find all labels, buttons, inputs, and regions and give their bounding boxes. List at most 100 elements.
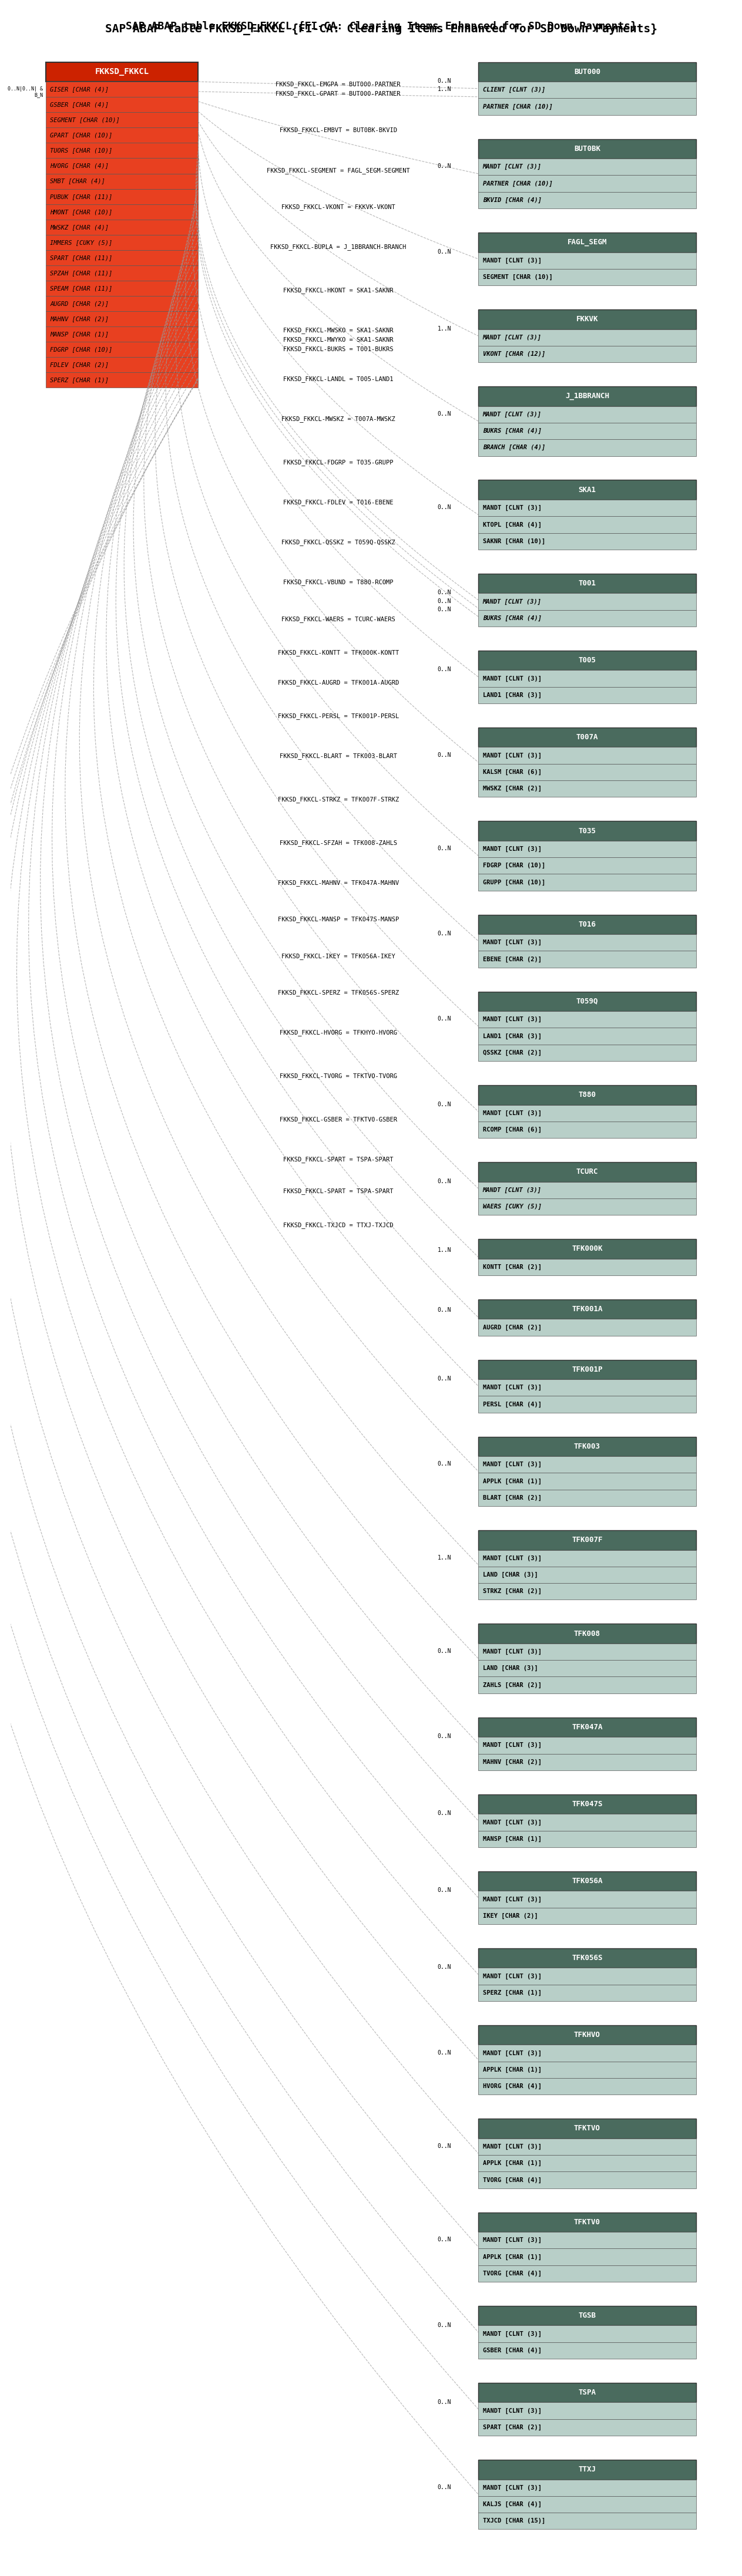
Text: FKKSD_FKKCL-SPART = TSPA-SPART: FKKSD_FKKCL-SPART = TSPA-SPART [283,1188,393,1195]
Text: FKKSD_FKKCL-HKONT = SKA1-SAKNR: FKKSD_FKKCL-HKONT = SKA1-SAKNR [283,289,393,294]
Text: SPERZ [CHAR (1)]: SPERZ [CHAR (1)] [483,1989,542,1996]
Text: 0..N: 0..N [437,2398,451,2406]
FancyBboxPatch shape [479,2117,696,2138]
Text: ZAHLS [CHAR (2)]: ZAHLS [CHAR (2)] [483,1682,542,1687]
FancyBboxPatch shape [479,2025,696,2045]
Text: TFK003: TFK003 [574,1443,600,1450]
Text: STRKZ [CHAR (2)]: STRKZ [CHAR (2)] [483,1589,542,1595]
FancyBboxPatch shape [479,1551,696,1566]
Text: CLIENT [CLNT (3)]: CLIENT [CLNT (3)] [483,88,545,93]
Text: 0..N: 0..N [437,505,451,510]
Text: TFK000K: TFK000K [572,1244,603,1252]
FancyBboxPatch shape [479,1947,696,1968]
FancyBboxPatch shape [479,479,696,500]
FancyBboxPatch shape [479,914,696,935]
Text: 0..N: 0..N [437,1103,451,1108]
FancyBboxPatch shape [46,157,198,173]
Text: TUORS [CHAR (10)]: TUORS [CHAR (10)] [50,147,113,155]
Text: VKONT [CHAR (12)]: VKONT [CHAR (12)] [483,350,545,358]
Text: FKKSD_FKKCL-GSBER = TFKTV0-GSBER: FKKSD_FKKCL-GSBER = TFKTV0-GSBER [280,1115,397,1123]
FancyBboxPatch shape [46,113,198,129]
Text: 0..N: 0..N [437,2236,451,2244]
FancyBboxPatch shape [479,82,696,98]
Text: GSBER [CHAR (4)]: GSBER [CHAR (4)] [50,100,109,108]
Text: 0..N: 0..N [437,1888,451,1893]
FancyBboxPatch shape [46,62,198,82]
FancyBboxPatch shape [479,574,696,592]
FancyBboxPatch shape [46,312,198,327]
Text: APPLK [CHAR (1)]: APPLK [CHAR (1)] [483,2066,542,2074]
Text: 0..N: 0..N [437,1177,451,1185]
Text: KONTT [CHAR (2)]: KONTT [CHAR (2)] [483,1265,542,1270]
Text: MANDT [CLNT (3)]: MANDT [CLNT (3)] [483,1649,542,1654]
Text: FKKSD_FKKCL-AUGRD = TFK001A-AUGRD: FKKSD_FKKCL-AUGRD = TFK001A-AUGRD [278,680,398,685]
Text: T880: T880 [578,1092,596,1100]
FancyBboxPatch shape [46,129,198,142]
FancyBboxPatch shape [479,2045,696,2061]
Text: MANDT [CLNT (3)]: MANDT [CLNT (3)] [483,2331,542,2336]
FancyBboxPatch shape [479,2481,696,2496]
FancyBboxPatch shape [479,611,696,626]
Text: BUT0BK: BUT0BK [574,144,600,152]
FancyBboxPatch shape [479,2138,696,2156]
FancyBboxPatch shape [46,98,198,113]
FancyBboxPatch shape [46,173,198,188]
Text: FKKSD_FKKCL-STRKZ = TFK007F-STRKZ: FKKSD_FKKCL-STRKZ = TFK007F-STRKZ [278,796,398,804]
Text: MWSKZ [CHAR (2)]: MWSKZ [CHAR (2)] [483,786,542,791]
FancyBboxPatch shape [479,1455,696,1473]
Text: MANDT [CLNT (3)]: MANDT [CLNT (3)] [483,1973,542,1978]
Text: FKKSD_FKKCL-LANDL = T005-LAND1: FKKSD_FKKCL-LANDL = T005-LAND1 [283,376,393,381]
Text: TCURC: TCURC [577,1167,598,1175]
Text: SEGMENT [CHAR (10)]: SEGMENT [CHAR (10)] [483,273,553,281]
FancyBboxPatch shape [46,188,198,204]
Text: SPEAM [CHAR (11)]: SPEAM [CHAR (11)] [50,286,113,291]
Text: FKKSD_FKKCL-TXJCD = TTXJ-TXJCD: FKKSD_FKKCL-TXJCD = TTXJ-TXJCD [283,1221,393,1229]
Text: MWSKZ [CHAR (4)]: MWSKZ [CHAR (4)] [50,224,109,229]
FancyBboxPatch shape [46,327,198,343]
Text: 0..N: 0..N [437,2321,451,2329]
Text: 0..N: 0..N [437,250,451,255]
Text: T007A: T007A [577,734,598,742]
Text: MANDT [CLNT (3)]: MANDT [CLNT (3)] [483,1018,542,1023]
Text: MAHNV [CHAR (2)]: MAHNV [CHAR (2)] [483,1759,542,1765]
Text: HVORG [CHAR (4)]: HVORG [CHAR (4)] [50,162,109,170]
Text: 0..N: 0..N [437,752,451,757]
Text: BUKRS [CHAR (4)]: BUKRS [CHAR (4)] [483,616,542,621]
Text: FKKSD_FKKCL-FDGRP = T035-GRUPP: FKKSD_FKKCL-FDGRP = T035-GRUPP [283,459,393,466]
Text: TFK007F: TFK007F [572,1535,603,1543]
Text: TFK056A: TFK056A [572,1878,603,1886]
FancyBboxPatch shape [479,1360,696,1378]
FancyBboxPatch shape [479,1566,696,1584]
FancyBboxPatch shape [479,500,696,515]
Text: APPLK [CHAR (1)]: APPLK [CHAR (1)] [483,1479,542,1484]
Text: AUGRD [CHAR (2)]: AUGRD [CHAR (2)] [50,301,109,307]
Text: 0..N: 0..N [437,1811,451,1816]
FancyBboxPatch shape [479,1718,696,1736]
Text: FKKSD_FKKCL-TVORG = TFKTVO-TVORG: FKKSD_FKKCL-TVORG = TFKTVO-TVORG [280,1074,397,1079]
Text: TFKTVO: TFKTVO [574,2125,600,2133]
FancyBboxPatch shape [479,873,696,891]
FancyBboxPatch shape [479,1984,696,2002]
Text: SAP ABAP table FKKSD_FKKCL {FI-CA: Clearing Items Enhanced for SD Down Payments}: SAP ABAP table FKKSD_FKKCL {FI-CA: Clear… [125,21,637,31]
Text: FKKSD_FKKCL-SEGMENT = FAGL_SEGM-SEGMENT: FKKSD_FKKCL-SEGMENT = FAGL_SEGM-SEGMENT [266,167,410,173]
Text: AUGRD [CHAR (2)]: AUGRD [CHAR (2)] [483,1324,542,1329]
Text: 0..N: 0..N [437,77,451,85]
Text: APPLK [CHAR (1)]: APPLK [CHAR (1)] [483,2161,542,2166]
FancyBboxPatch shape [479,2306,696,2326]
Text: FKKSD_FKKCL-MWSKZ = T007A-MWSKZ: FKKSD_FKKCL-MWSKZ = T007A-MWSKZ [281,415,395,422]
FancyBboxPatch shape [479,688,696,703]
FancyBboxPatch shape [479,1795,696,1814]
FancyBboxPatch shape [479,1121,696,1139]
Text: LAND [CHAR (3)]: LAND [CHAR (3)] [483,1664,538,1672]
Text: FKKSD_FKKCL-BUPLA = J_1BBRANCH-BRANCH: FKKSD_FKKCL-BUPLA = J_1BBRANCH-BRANCH [270,245,406,250]
Text: FKKSD_FKKCL-MAHNV = TFK047A-MAHNV: FKKSD_FKKCL-MAHNV = TFK047A-MAHNV [278,878,398,886]
Text: 0..N: 0..N [437,598,451,603]
FancyBboxPatch shape [479,2156,696,2172]
FancyBboxPatch shape [479,1530,696,1551]
Text: 1..N: 1..N [437,1247,451,1252]
FancyBboxPatch shape [479,386,696,407]
Text: SAP ABAP table FKKSD_FKKCL {FI-CA: Clearing Items Enhanced for SD Down Payments}: SAP ABAP table FKKSD_FKKCL {FI-CA: Clear… [105,23,657,36]
FancyBboxPatch shape [479,652,696,670]
FancyBboxPatch shape [479,1162,696,1182]
FancyBboxPatch shape [479,1659,696,1677]
